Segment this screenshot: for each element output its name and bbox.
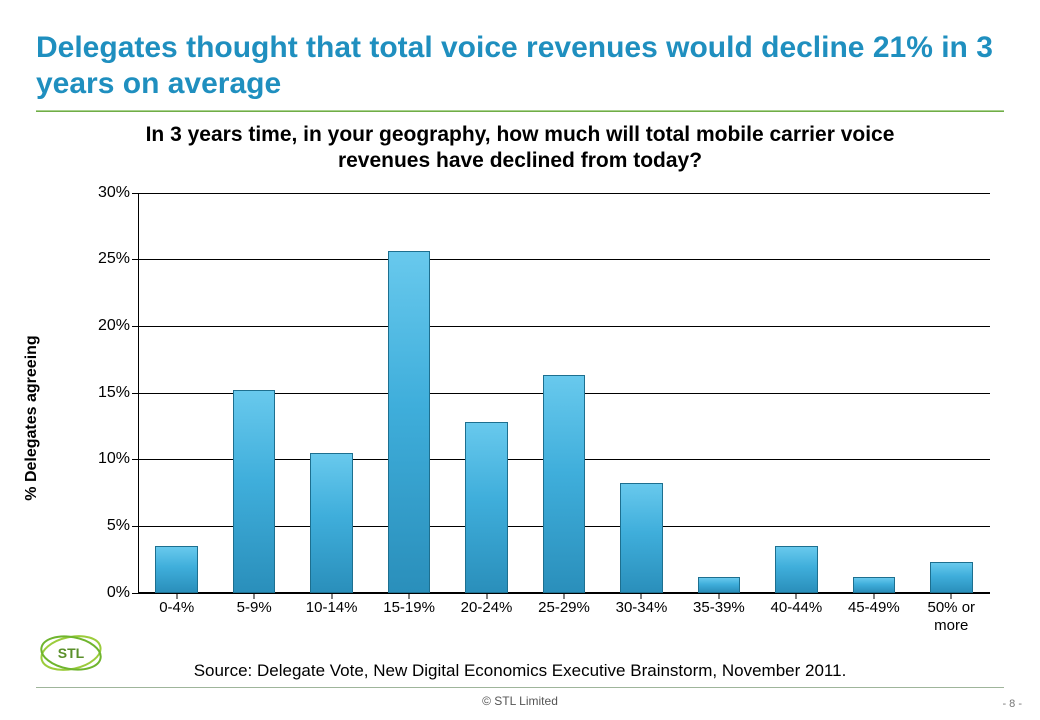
x-tick-label: 50% or more [928, 593, 976, 635]
x-tick-label: 40-44% [771, 593, 823, 617]
x-tick-label: 30-34% [616, 593, 668, 617]
gridline [138, 259, 990, 260]
x-tick-label: 5-9% [237, 593, 272, 617]
bar [775, 546, 818, 593]
bar [853, 577, 896, 593]
plot-background: 0%5%10%15%20%25%30%0-4%5-9%10-14%15-19%2… [138, 193, 990, 593]
x-tick-label: 35-39% [693, 593, 745, 617]
y-tick-label: 5% [107, 517, 138, 535]
x-tick-label: 20-24% [461, 593, 513, 617]
chart-title: In 3 years time, in your geography, how … [110, 122, 930, 175]
bar [155, 546, 198, 593]
plot-area: 0%5%10%15%20%25%30%0-4%5-9%10-14%15-19%2… [138, 193, 990, 593]
source-text: Source: Delegate Vote, New Digital Econo… [36, 661, 1004, 681]
y-tick-label: 10% [98, 450, 138, 468]
gridline [138, 326, 990, 327]
page-number: - 8 - [1002, 698, 1022, 710]
footer-rule [36, 687, 1004, 688]
slide-title: Delegates thought that total voice reven… [36, 30, 1004, 102]
x-tick-label: 10-14% [306, 593, 358, 617]
bar [620, 483, 663, 592]
copyright: © STL Limited [0, 694, 1040, 708]
x-tick-label: 45-49% [848, 593, 900, 617]
chart: % Delegates agreeing 0%5%10%15%20%25%30%… [40, 183, 1000, 653]
bar [698, 577, 741, 593]
x-tick-label: 25-29% [538, 593, 590, 617]
y-tick-label: 30% [98, 184, 138, 202]
y-axis-line [138, 193, 139, 593]
y-tick-label: 0% [107, 584, 138, 602]
bar [465, 422, 508, 593]
y-tick-label: 15% [98, 384, 138, 402]
x-tick-label: 0-4% [159, 593, 194, 617]
y-tick-label: 20% [98, 317, 138, 335]
title-underline [36, 110, 1004, 112]
bar [388, 251, 431, 592]
x-tick-label: 15-19% [383, 593, 435, 617]
gridline [138, 193, 990, 194]
bar [930, 562, 973, 593]
bar [310, 453, 353, 593]
y-tick-label: 25% [98, 250, 138, 268]
y-axis-label: % Delegates agreeing [23, 335, 41, 500]
stl-logo: STL [36, 631, 106, 680]
bar [543, 375, 586, 592]
logo-text: STL [58, 645, 85, 661]
slide: Delegates thought that total voice reven… [0, 0, 1040, 720]
bar [233, 390, 276, 593]
